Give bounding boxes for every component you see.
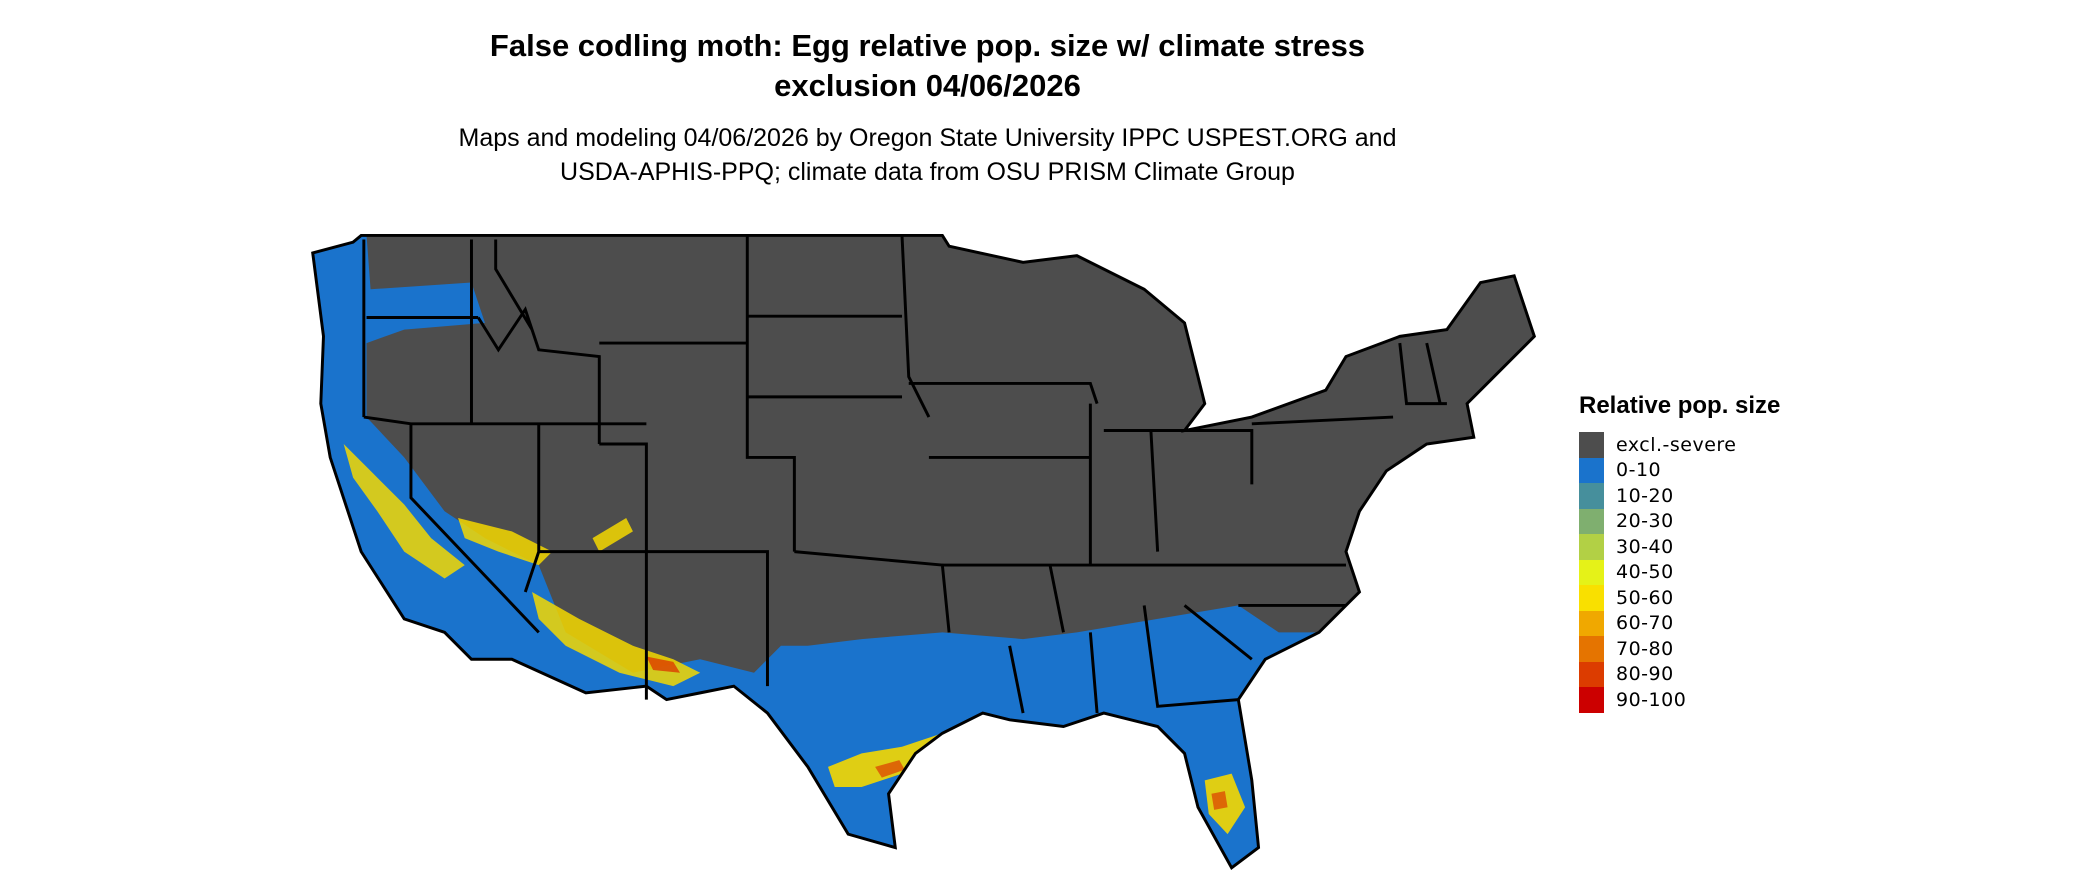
legend-label: 10-20: [1616, 484, 1674, 507]
map-title-line1: False codling moth: Egg relative pop. si…: [489, 28, 1366, 63]
legend-swatch: [1579, 559, 1604, 585]
legend-label: 70-80: [1616, 637, 1674, 660]
legend-swatch: [1579, 432, 1604, 458]
legend-item: 90-100: [1579, 687, 1780, 713]
legend-label: excl.-severe: [1616, 433, 1737, 456]
legend-label: 50-60: [1616, 586, 1674, 609]
legend-item: 40-50: [1579, 559, 1780, 585]
legend-label: 80-90: [1616, 663, 1674, 686]
legend-swatch: [1579, 661, 1604, 687]
texas-coast-hotspot: [828, 733, 943, 788]
legend-title: Relative pop. size: [1579, 392, 1781, 419]
legend-item: 60-70: [1579, 610, 1780, 636]
legend-swatch: [1579, 483, 1604, 509]
map-subtitle-line2: USDA-APHIS-PPQ; climate data from OSU PR…: [560, 158, 1295, 186]
legend-item: 0-10: [1579, 457, 1780, 483]
legend-label: 20-30: [1616, 510, 1674, 533]
legend-swatch: [1579, 508, 1604, 534]
legend: Relative pop. size excl.-severe 0-10 10-20…: [1579, 392, 1780, 713]
map-subtitle-line1: Maps and modeling 04/06/2026 by Oregon S…: [458, 124, 1397, 152]
legend-items: excl.-severe 0-10 10-20 20-30 30-40 40-50 50-6…: [1579, 432, 1780, 713]
legend-item: 10-20: [1579, 483, 1780, 509]
legend-swatch: [1579, 687, 1604, 713]
legend-item: 50-60: [1579, 585, 1780, 611]
texas-high-spots: [875, 760, 905, 778]
legend-label: 40-50: [1616, 561, 1674, 584]
legend-label: 60-70: [1616, 612, 1674, 635]
legend-item: 20-30: [1579, 508, 1780, 534]
arizona-high-spots: [646, 656, 681, 673]
legend-item: 80-90: [1579, 661, 1780, 687]
legend-item: 30-40: [1579, 534, 1780, 560]
legend-swatch: [1579, 457, 1604, 483]
legend-swatch: [1579, 610, 1604, 636]
legend-label: 30-40: [1616, 535, 1674, 558]
legend-item: excl.-severe: [1579, 432, 1780, 458]
state-borders: [311, 233, 1537, 870]
california-hotspot: [343, 443, 465, 579]
florida-high-spots: [1211, 791, 1228, 810]
map-title-line2: exclusion 04/06/2026: [774, 68, 1081, 103]
legend-label: 0-10: [1616, 459, 1662, 482]
legend-swatch: [1579, 585, 1604, 611]
legend-swatch: [1579, 636, 1604, 662]
legend-item: 70-80: [1579, 636, 1780, 662]
legend-swatch: [1579, 534, 1604, 560]
legend-label: 90-100: [1616, 688, 1687, 711]
